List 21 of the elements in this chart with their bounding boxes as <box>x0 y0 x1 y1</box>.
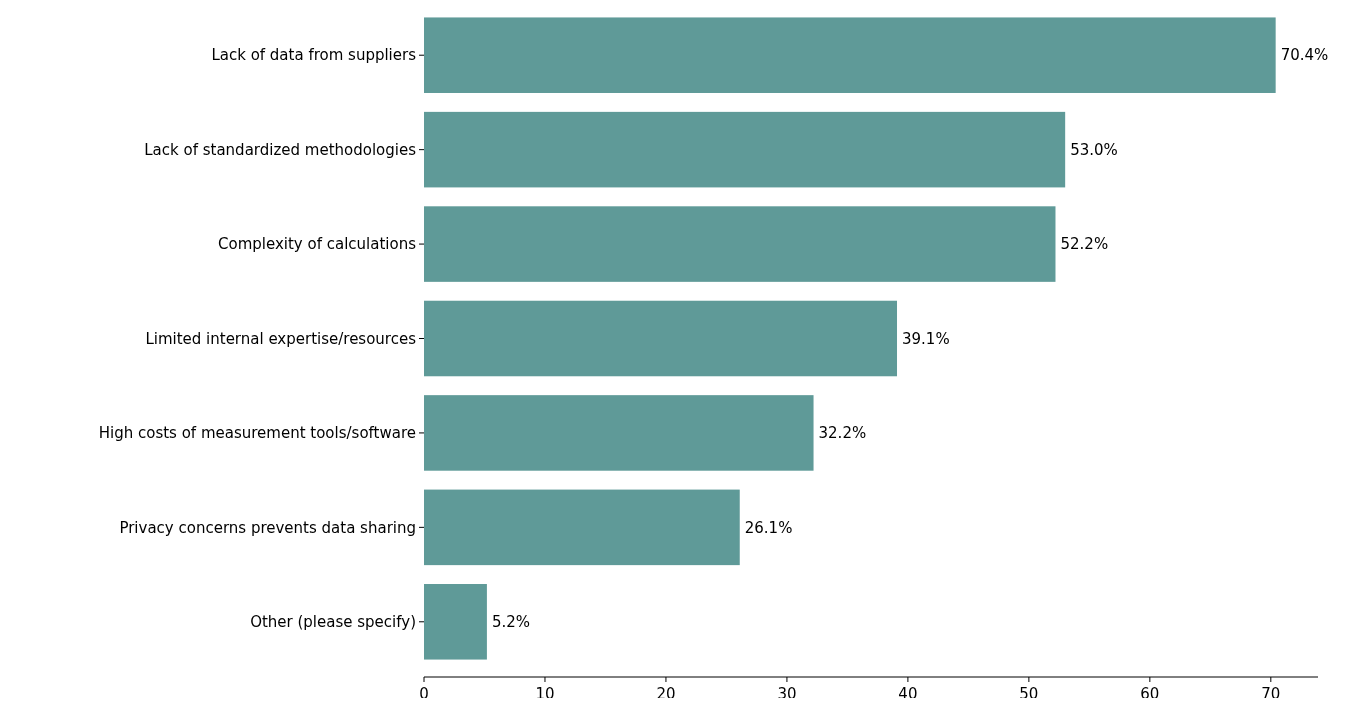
y-tick-label: Lack of standardized methodologies <box>144 140 417 159</box>
y-tick-label: Limited internal expertise/resources <box>145 329 417 348</box>
bar <box>424 489 740 566</box>
bar <box>424 395 814 471</box>
data-label: 53.0% <box>1070 140 1118 159</box>
bar <box>424 111 1066 188</box>
data-label: 70.4% <box>1280 46 1329 65</box>
bar <box>424 17 1276 93</box>
bar <box>424 584 487 660</box>
y-tick-label: High costs of measurement tools/software <box>98 424 416 443</box>
data-label: 32.2% <box>818 424 867 443</box>
data-label: 26.1% <box>744 518 793 537</box>
bar <box>424 206 1056 282</box>
data-label: 5.2% <box>491 613 531 632</box>
y-tick-label: Other (please specify) <box>250 613 416 632</box>
data-label: 52.2% <box>1060 235 1109 254</box>
y-tick-label: Privacy concerns prevents data sharing <box>119 518 416 537</box>
y-tick-label: Complexity of calculations <box>218 235 417 254</box>
y-tick-label: Lack of data from suppliers <box>211 46 417 65</box>
bar <box>424 300 898 377</box>
data-label: 39.1% <box>902 329 950 348</box>
